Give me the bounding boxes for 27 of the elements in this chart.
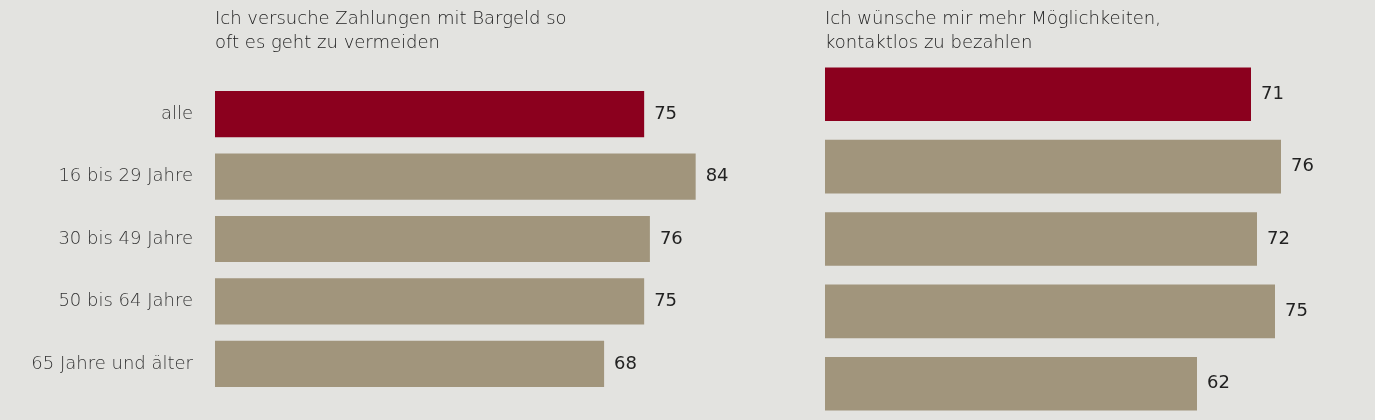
data-label: 75 bbox=[654, 101, 678, 123]
bar bbox=[215, 340, 605, 388]
data-label: 75 bbox=[654, 289, 678, 311]
data-label: 72 bbox=[1267, 226, 1290, 248]
y-tick-label: 16 bis 29 Jahre bbox=[58, 164, 193, 186]
data-label: 62 bbox=[1207, 371, 1230, 393]
bar bbox=[825, 357, 1197, 411]
bar bbox=[825, 212, 1257, 266]
data-label: 68 bbox=[614, 351, 638, 373]
y-tick-label: 30 bis 49 Jahre bbox=[58, 226, 193, 248]
data-label: 76 bbox=[659, 226, 683, 248]
y-tick-label: alle bbox=[160, 101, 193, 123]
bar bbox=[215, 90, 645, 138]
data-label: 84 bbox=[705, 164, 729, 186]
y-tick-label: 65 Jahre und älter bbox=[31, 351, 194, 373]
data-label: 76 bbox=[1291, 154, 1314, 176]
bar bbox=[825, 284, 1275, 339]
data-label: 75 bbox=[1285, 299, 1308, 321]
bar bbox=[215, 215, 650, 263]
bar bbox=[825, 67, 1251, 121]
y-tick-label: 50 bis 64 Jahre bbox=[58, 289, 193, 311]
bar bbox=[215, 278, 645, 325]
chart-title: Ich wünsche mir mehr Möglichkeiten, kontaktlos zu bezahlen bbox=[825, 6, 1162, 54]
bar bbox=[215, 153, 696, 200]
chart-title: Ich versuche Zahlungen mit Bargeld so oft es geht zu vermeiden bbox=[215, 6, 568, 54]
data-label: 71 bbox=[1261, 81, 1284, 103]
bar bbox=[825, 139, 1281, 194]
